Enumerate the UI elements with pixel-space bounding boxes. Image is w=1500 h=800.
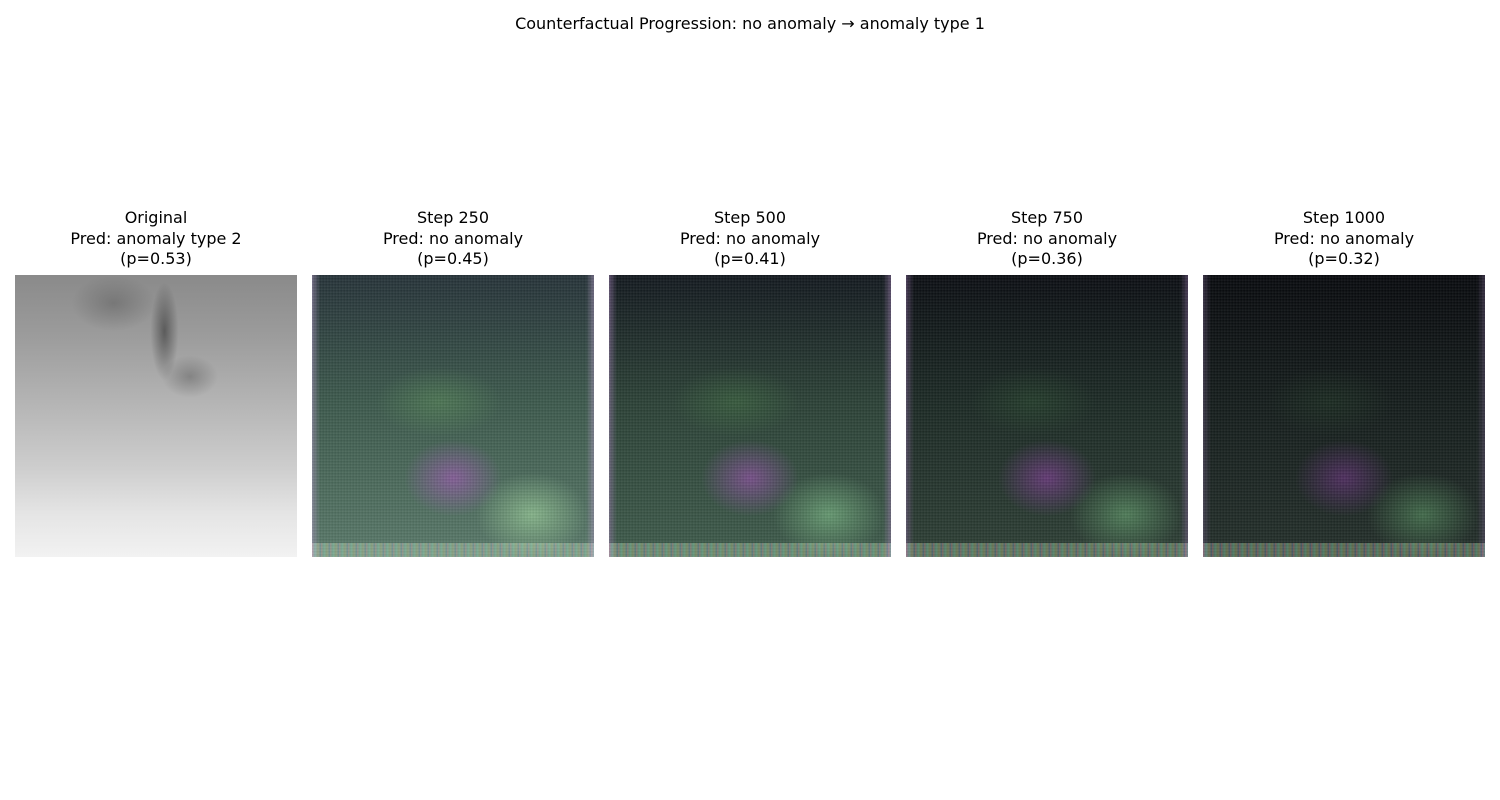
panel-step-250: Step 250 Pred: no anomaly (p=0.45) [312,208,594,557]
panel-prediction: Pred: no anomaly [976,228,1118,248]
panel-original: Original Pred: anomaly type 2 (p=0.53) [15,208,297,557]
panel-prediction: Pred: no anomaly [1273,228,1415,248]
counterfactual-image [1203,275,1485,557]
figure-title: Counterfactual Progression: no anomaly →… [515,14,985,33]
cf-bottom-artifact [1203,543,1485,557]
counterfactual-image [312,275,594,557]
panel-step-label: Original [124,208,188,227]
cf-bright-region [1203,275,1485,557]
cf-noise [312,275,594,557]
panel-title: Step 750 Pred: no anomaly (p=0.36) [906,208,1188,270]
cf-edge-artifact [609,275,891,557]
panel-step-750: Step 750 Pred: no anomaly (p=0.36) [906,208,1188,557]
panel-step-label: Step 250 [416,208,490,227]
panel-prediction: Pred: no anomaly [679,228,821,248]
panel-step-label: Step 750 [1010,208,1084,227]
panel-title: Step 500 Pred: no anomaly (p=0.41) [609,208,891,270]
panel-title: Step 250 Pred: no anomaly (p=0.45) [312,208,594,270]
grayscale-texture [15,275,297,557]
panel-probability: (p=0.41) [714,249,786,268]
counterfactual-image [906,275,1188,557]
cf-bottom-artifact [906,543,1188,557]
original-image [15,275,297,557]
cf-noise [1203,275,1485,557]
panel-probability: (p=0.32) [1308,249,1380,268]
cf-edge-artifact [312,275,594,557]
cf-edge-artifact [906,275,1188,557]
panel-step-500: Step 500 Pred: no anomaly (p=0.41) [609,208,891,557]
panel-title: Step 1000 Pred: no anomaly (p=0.32) [1203,208,1485,270]
cf-edge-artifact [1203,275,1485,557]
cf-bottom-artifact [609,543,891,557]
panel-prediction: Pred: no anomaly [382,228,524,248]
panel-title: Original Pred: anomaly type 2 (p=0.53) [15,208,297,270]
panel-step-label: Step 1000 [1302,208,1386,227]
cf-noise [906,275,1188,557]
panel-step-1000: Step 1000 Pred: no anomaly (p=0.32) [1203,208,1485,557]
panel-probability: (p=0.45) [417,249,489,268]
cf-bottom-artifact [312,543,594,557]
panel-probability: (p=0.36) [1011,249,1083,268]
panel-probability: (p=0.53) [120,249,192,268]
panel-step-label: Step 500 [713,208,787,227]
counterfactual-image [609,275,891,557]
cf-noise [609,275,891,557]
panel-prediction: Pred: anomaly type 2 [70,228,242,248]
